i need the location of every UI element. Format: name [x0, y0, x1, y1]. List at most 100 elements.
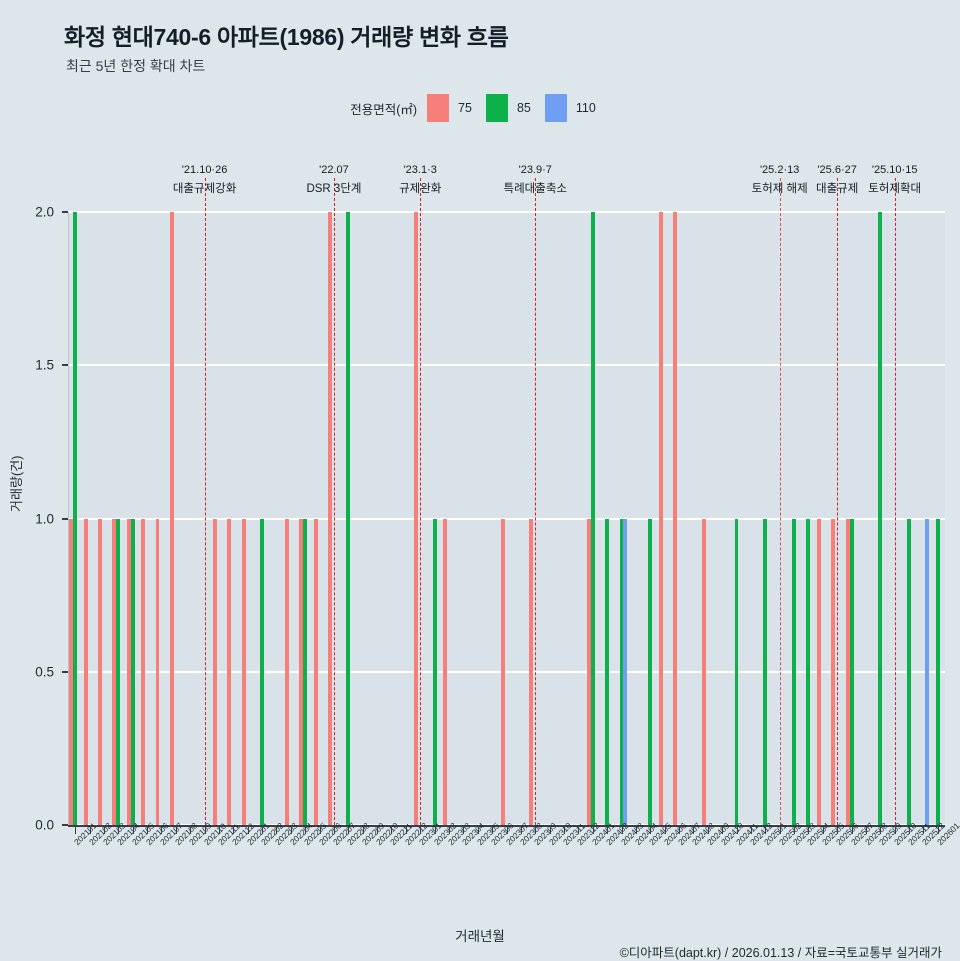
bar-202407-75[interactable]: [673, 212, 678, 825]
x-tick-mark: [909, 825, 911, 834]
gridline: [68, 670, 945, 673]
event-date: '22.07: [319, 164, 349, 176]
bar-202511-85[interactable]: [907, 518, 911, 825]
bar-202101-85[interactable]: [73, 212, 78, 825]
bar-202501-85[interactable]: [763, 518, 768, 825]
bar-202507-75[interactable]: [845, 518, 850, 825]
event-line-202506: [837, 178, 839, 825]
bar-202403-85[interactable]: [619, 518, 624, 825]
bar-202106-75[interactable]: [141, 518, 146, 825]
y-tick-mark: [62, 517, 68, 520]
bar-202104-85[interactable]: [116, 518, 121, 825]
legend-label-75: 75: [458, 101, 472, 115]
y-tick-label: 0.5: [35, 664, 54, 680]
x-tick-mark: [779, 825, 781, 834]
bar-202507-85[interactable]: [849, 518, 854, 825]
x-tick-mark: [262, 825, 264, 834]
bar-202409-75[interactable]: [701, 518, 706, 825]
bar-202107-75[interactable]: [155, 518, 160, 825]
event-line-202301: [420, 178, 422, 825]
x-tick-mark: [434, 825, 436, 834]
x-tick-mark: [492, 825, 494, 834]
legend-item-75[interactable]: 75: [427, 94, 472, 122]
bar-202302-85[interactable]: [432, 518, 437, 825]
gridline: [68, 211, 945, 213]
bar-202303-75[interactable]: [443, 518, 448, 825]
bar-202103-75[interactable]: [98, 518, 102, 825]
legend-label-85: 85: [516, 101, 531, 115]
bar-202401-85[interactable]: [590, 212, 595, 825]
event-date: '21.10·26: [181, 164, 228, 176]
bar-202111-75[interactable]: [213, 518, 217, 825]
event-label-202502: '25.2·13 토허제 해제: [752, 164, 808, 196]
x-tick-mark: [693, 825, 695, 834]
legend-label-110: 110: [575, 101, 596, 115]
bar-202205-85[interactable]: [303, 518, 308, 825]
legend-item-85[interactable]: 85: [485, 94, 531, 122]
footer-credit: ©디아파트(dapt.kr) / 2026.01.13 / 자료=국토교통부 실…: [619, 946, 942, 960]
bar-202105-85[interactable]: [130, 518, 135, 825]
bar-202411-85[interactable]: [734, 518, 739, 825]
bar-202401-75[interactable]: [586, 518, 591, 825]
gridline: [68, 364, 945, 367]
x-tick-mark: [118, 825, 120, 834]
y-axis-line: [68, 212, 69, 825]
bar-202112-75[interactable]: [227, 518, 232, 825]
bar-202601-85[interactable]: [935, 518, 940, 825]
y-tick-mark: [62, 824, 68, 826]
bar-202201-75[interactable]: [241, 518, 246, 825]
x-tick-mark: [535, 825, 537, 834]
x-tick-mark: [549, 825, 551, 834]
bar-202204-75[interactable]: [284, 518, 289, 825]
x-tick-mark: [822, 825, 824, 834]
bar-202403-110[interactable]: [623, 518, 628, 825]
event-label-202510: '25.10·15 토허제확대: [868, 164, 921, 196]
y-tick-label: 2.0: [35, 204, 54, 220]
x-tick-mark: [578, 825, 580, 834]
bar-202207-75[interactable]: [328, 212, 332, 825]
event-label-202301: '23.1·3 규제완화: [399, 164, 441, 196]
x-tick-mark: [377, 825, 379, 834]
bar-202202-85[interactable]: [260, 518, 265, 825]
bar-202102-75[interactable]: [83, 518, 88, 825]
bar-202101-75[interactable]: [69, 518, 74, 825]
bar-202104-75[interactable]: [112, 518, 117, 825]
bar-202206-75[interactable]: [313, 518, 318, 825]
bar-202301-75[interactable]: [414, 212, 419, 825]
bar-202405-85[interactable]: [648, 518, 653, 825]
event-line-202207: [333, 178, 335, 825]
x-tick-mark: [305, 825, 307, 834]
event-date: '25.6·27: [817, 164, 857, 176]
bar-202105-75[interactable]: [126, 518, 131, 825]
event-label-202110: '21.10·26 대출규제강화: [173, 164, 236, 196]
bar-202108-75[interactable]: [169, 212, 174, 825]
x-tick-mark: [837, 825, 839, 834]
x-tick-mark: [175, 825, 177, 834]
event-label-202207: '22.07 DSR 3단계: [306, 164, 361, 196]
bar-202205-75[interactable]: [299, 518, 304, 825]
event-date: '25.2·13: [759, 164, 800, 176]
y-tick-label: 0.0: [35, 817, 54, 833]
bar-202506-75[interactable]: [831, 518, 836, 825]
bar-202307-75[interactable]: [500, 518, 505, 825]
x-tick-mark: [707, 825, 709, 834]
bar-202512-110[interactable]: [925, 518, 930, 825]
bar-202208-85[interactable]: [346, 212, 351, 825]
x-tick-mark: [506, 825, 508, 834]
event-name: 특례대출축소: [503, 183, 567, 195]
legend-item-110[interactable]: 110: [544, 94, 596, 122]
x-tick-mark: [865, 825, 867, 834]
x-tick-mark: [765, 825, 767, 834]
bar-202509-85[interactable]: [878, 212, 883, 825]
bar-202503-85[interactable]: [792, 518, 796, 825]
bar-202406-75[interactable]: [658, 212, 663, 825]
bar-202504-85[interactable]: [806, 518, 811, 825]
legend-swatch-85: [485, 94, 508, 122]
x-tick-mark: [635, 825, 637, 834]
bar-202309-75[interactable]: [529, 518, 534, 825]
bar-202402-85[interactable]: [605, 518, 610, 825]
legend-swatch-75: [427, 94, 450, 122]
bar-202505-75[interactable]: [816, 518, 821, 825]
page-title: 화정 현대740-6 아파트(1986) 거래량 변화 흐름: [64, 24, 509, 50]
event-line-202110: [204, 178, 206, 825]
